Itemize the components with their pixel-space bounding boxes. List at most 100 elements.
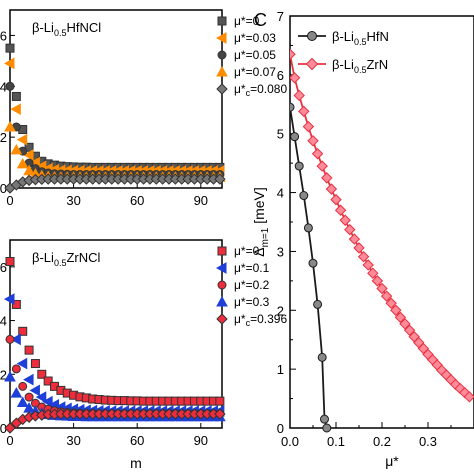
data-point <box>317 352 327 362</box>
data-point <box>29 384 40 397</box>
data-point <box>394 311 407 324</box>
series-points-0 <box>290 102 332 433</box>
data-point <box>23 373 34 386</box>
data-point <box>215 396 225 406</box>
legend-marker <box>216 83 228 95</box>
x-tick-label: 90 <box>194 433 208 448</box>
y-tick-label: 6 <box>0 28 7 43</box>
data-point <box>4 120 16 132</box>
legend-label: μ*=0.3 <box>234 295 270 309</box>
data-point <box>362 259 374 271</box>
data-point <box>5 256 15 266</box>
legend-label: μ*c=0.080 <box>234 82 287 98</box>
data-point <box>313 299 323 309</box>
data-point <box>334 204 347 216</box>
data-point <box>348 233 361 245</box>
panel-right: 0.0 0.1 0.2 0.3 0 1 2 3 4 5 6 7 β-Li0.5HfN β-Li0.5ZrN… <box>251 9 474 469</box>
data-point <box>344 223 356 236</box>
y-tick-label: 2 <box>277 303 284 318</box>
data-point <box>463 391 474 403</box>
y-tick-label: 3 <box>277 244 284 259</box>
y-tick-label: 2 <box>0 130 7 145</box>
legend-marker <box>215 32 227 44</box>
data-point <box>30 359 40 369</box>
x-axis-label: m <box>130 455 142 471</box>
y-tick-label: 7 <box>277 9 284 24</box>
legend-marker <box>217 50 227 60</box>
data-point <box>5 81 15 91</box>
y-tick-label: 0 <box>0 181 7 196</box>
data-point <box>11 299 21 309</box>
data-point <box>320 414 329 424</box>
data-point <box>10 103 21 116</box>
data-point <box>357 251 370 263</box>
data-point <box>316 160 328 172</box>
data-point <box>302 120 315 133</box>
data-point <box>353 242 365 254</box>
data-point <box>10 143 23 155</box>
data-point <box>11 364 21 374</box>
data-point <box>23 149 34 161</box>
legend-label: μ*=0.05 <box>234 48 276 62</box>
series-0 <box>5 43 225 172</box>
data-point <box>10 387 23 398</box>
data-point <box>16 157 29 169</box>
data-point <box>37 369 47 379</box>
data-point <box>43 376 53 386</box>
series-points-1 <box>290 48 474 403</box>
y-axis-label: Δm=1 [meV] <box>251 187 271 257</box>
x-tick-label: 0.3 <box>419 434 437 449</box>
data-point <box>35 391 47 403</box>
y-tick-label: 0 <box>277 421 284 436</box>
legend-label: μ*=0.1 <box>234 261 270 275</box>
data-point <box>303 223 313 233</box>
data-point <box>4 422 16 434</box>
x-tick-label: 60 <box>130 433 144 448</box>
legend-label: μ*=0.2 <box>234 278 270 292</box>
data-point <box>307 135 319 147</box>
data-point <box>24 392 34 402</box>
y-tick-label: 4 <box>0 79 7 94</box>
y-tick-label: 1 <box>277 362 284 377</box>
data-point <box>10 333 21 346</box>
legend-marker <box>217 280 227 290</box>
data-point <box>325 183 338 195</box>
panel-title: β-Li0.5ZrNCl <box>32 250 100 268</box>
x-tick-label: 0 <box>6 433 13 448</box>
legend-label: μ*=0 <box>234 244 260 258</box>
x-tick-label: 60 <box>130 193 144 208</box>
panel-label: C <box>254 10 267 30</box>
y-tick-label: 5 <box>277 127 284 142</box>
plot-frame <box>9 239 223 429</box>
data-point <box>290 132 300 142</box>
data-point <box>18 381 28 391</box>
x-tick-label: 0.2 <box>373 434 391 449</box>
data-point <box>403 324 416 337</box>
data-point <box>16 396 29 407</box>
data-point <box>16 133 28 146</box>
data-point <box>321 172 333 184</box>
x-axis-label: μ* <box>385 453 399 469</box>
y-tick-label: 6 <box>277 68 284 83</box>
legend-label: μ*=0.03 <box>234 31 276 45</box>
x-tick-label: 0.1 <box>327 434 345 449</box>
data-point <box>3 57 15 70</box>
data-point <box>311 148 324 160</box>
data-point <box>399 318 411 330</box>
legend-label: μ*=0.07 <box>234 65 276 79</box>
x-tick-label: 30 <box>66 193 80 208</box>
legend-label: β-Li0.5HfN <box>332 29 389 47</box>
data-point <box>214 408 226 420</box>
data-point <box>290 102 295 112</box>
x-tick-label: 90 <box>194 193 208 208</box>
data-point <box>390 304 402 316</box>
legend-marker <box>216 295 228 307</box>
series-line-1 <box>290 54 471 398</box>
data-point <box>5 334 15 344</box>
data-point <box>5 43 15 53</box>
panel-title: β-Li0.5HfNCl <box>32 20 101 38</box>
panel-top-left: 0 30 60 90 0 2 4 6 β-Li0.5HfNCl μ*=0 μ*=0.03 μ*=0.0… <box>0 9 287 208</box>
data-point <box>290 72 301 84</box>
data-point <box>380 290 393 302</box>
